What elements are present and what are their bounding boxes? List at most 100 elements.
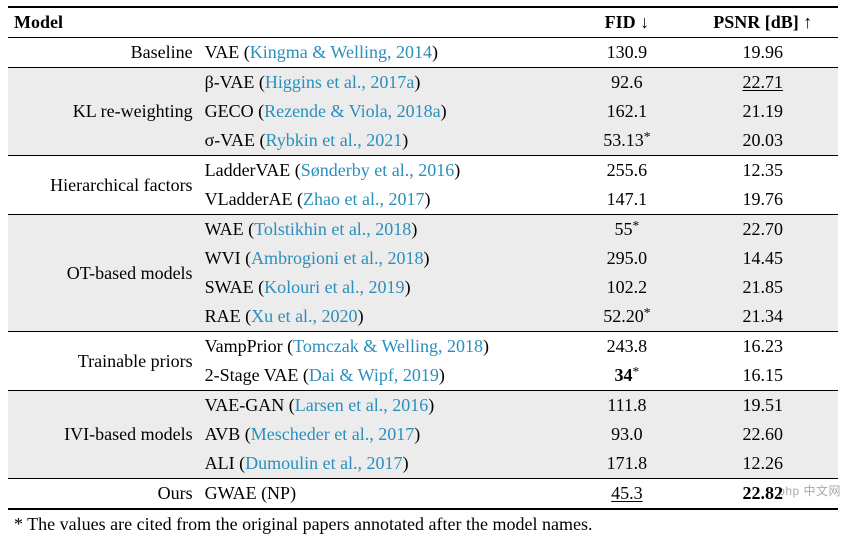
model-name-cell: GWAE (NP) xyxy=(199,479,567,510)
model-method-name: GECO xyxy=(205,101,254,121)
model-name-cell: AVB (Mescheder et al., 2017) xyxy=(199,420,567,449)
header-fid: FID ↓ xyxy=(566,7,687,38)
citation-link[interactable]: Larsen et al., 2016 xyxy=(295,395,428,415)
star-icon: * xyxy=(633,218,640,233)
citation-link[interactable]: Dumoulin et al., 2017 xyxy=(245,453,402,473)
model-method-name: WAE xyxy=(205,219,244,239)
psnr-value: 21.85 xyxy=(687,273,838,302)
group-label: Trainable priors xyxy=(8,332,199,391)
table-row: Trainable priorsVampPrior (Tomczak & Wel… xyxy=(8,332,838,362)
psnr-value: 22.60 xyxy=(687,420,838,449)
psnr-value: 21.34 xyxy=(687,302,838,332)
psnr-value: 22.71 xyxy=(687,68,838,98)
psnr-value: 22.70 xyxy=(687,215,838,245)
model-name-cell: VAE-GAN (Larsen et al., 2016) xyxy=(199,391,567,421)
model-name-cell: 2-Stage VAE (Dai & Wipf, 2019) xyxy=(199,361,567,391)
header-blank xyxy=(199,7,567,38)
fid-value: 130.9 xyxy=(566,38,687,68)
results-table: Model FID ↓ PSNR [dB] ↑ BaselineVAE (Kin… xyxy=(8,6,838,510)
citation-link[interactable]: Rybkin et al., 2021 xyxy=(265,130,402,150)
table-body: BaselineVAE (Kingma & Welling, 2014)130.… xyxy=(8,38,838,510)
group-label: OT-based models xyxy=(8,215,199,332)
fid-value: 111.8 xyxy=(566,391,687,421)
fid-value: 93.0 xyxy=(566,420,687,449)
model-name-cell: VAE (Kingma & Welling, 2014) xyxy=(199,38,567,68)
group-label: Baseline xyxy=(8,38,199,68)
citation-link[interactable]: Ambrogioni et al., 2018 xyxy=(251,248,423,268)
model-method-name: LadderVAE xyxy=(205,160,291,180)
psnr-value: 19.76 xyxy=(687,185,838,215)
model-name-cell: LadderVAE (Sønderby et al., 2016) xyxy=(199,156,567,186)
psnr-value: 14.45 xyxy=(687,244,838,273)
model-name-cell: β-VAE (Higgins et al., 2017a) xyxy=(199,68,567,98)
citation-link[interactable]: Dai & Wipf, 2019 xyxy=(309,365,439,385)
fid-value: 147.1 xyxy=(566,185,687,215)
citation-link[interactable]: Kingma & Welling, 2014 xyxy=(250,42,432,62)
star-icon: * xyxy=(633,364,640,379)
fid-value: 102.2 xyxy=(566,273,687,302)
citation-link[interactable]: Tomczak & Welling, 2018 xyxy=(293,336,483,356)
table-row: KL re-weightingβ-VAE (Higgins et al., 20… xyxy=(8,68,838,98)
psnr-value: 20.03 xyxy=(687,126,838,156)
table-row: IVI-based modelsVAE-GAN (Larsen et al., … xyxy=(8,391,838,421)
psnr-value: 19.96 xyxy=(687,38,838,68)
model-method-name: VAE xyxy=(205,42,240,62)
table-footnote: * The values are cited from the original… xyxy=(14,514,837,535)
fid-value: 171.8 xyxy=(566,449,687,479)
model-name-cell: VampPrior (Tomczak & Welling, 2018) xyxy=(199,332,567,362)
model-method-name: AVB xyxy=(205,424,241,444)
model-method-name: σ-VAE xyxy=(205,130,255,150)
citation-link[interactable]: Sønderby et al., 2016 xyxy=(301,160,454,180)
psnr-value: 16.23 xyxy=(687,332,838,362)
fid-value: 55* xyxy=(566,215,687,245)
model-method-name: β-VAE xyxy=(205,72,255,92)
table-row: Hierarchical factorsLadderVAE (Sønderby … xyxy=(8,156,838,186)
model-name-cell: SWAE (Kolouri et al., 2019) xyxy=(199,273,567,302)
psnr-value: 16.15 xyxy=(687,361,838,391)
model-method-name: GWAE (NP) xyxy=(205,483,297,503)
model-method-name: SWAE xyxy=(205,277,254,297)
model-method-name: VampPrior xyxy=(205,336,283,356)
psnr-value: 12.35 xyxy=(687,156,838,186)
model-name-cell: GECO (Rezende & Viola, 2018a) xyxy=(199,97,567,126)
group-label: IVI-based models xyxy=(8,391,199,479)
header-model: Model xyxy=(8,7,199,38)
fid-value: 162.1 xyxy=(566,97,687,126)
table-row: BaselineVAE (Kingma & Welling, 2014)130.… xyxy=(8,38,838,68)
header-psnr: PSNR [dB] ↑ xyxy=(687,7,838,38)
psnr-value: 12.26 xyxy=(687,449,838,479)
fid-value: 243.8 xyxy=(566,332,687,362)
citation-link[interactable]: Rezende & Viola, 2018a xyxy=(264,101,441,121)
psnr-value: 19.51 xyxy=(687,391,838,421)
model-method-name: 2-Stage VAE xyxy=(205,365,299,385)
citation-link[interactable]: Kolouri et al., 2019 xyxy=(264,277,404,297)
fid-value: 53.13* xyxy=(566,126,687,156)
star-icon: * xyxy=(644,129,651,144)
watermark-text: php 中文网 xyxy=(778,482,841,499)
fid-value: 295.0 xyxy=(566,244,687,273)
fid-value: 92.6 xyxy=(566,68,687,98)
model-name-cell: σ-VAE (Rybkin et al., 2021) xyxy=(199,126,567,156)
citation-link[interactable]: Xu et al., 2020 xyxy=(251,306,357,326)
fid-value: 52.20* xyxy=(566,302,687,332)
psnr-value: 21.19 xyxy=(687,97,838,126)
table-row: OT-based modelsWAE (Tolstikhin et al., 2… xyxy=(8,215,838,245)
table-row: OursGWAE (NP)45.322.82 xyxy=(8,479,838,510)
fid-value: 45.3 xyxy=(566,479,687,510)
model-name-cell: WAE (Tolstikhin et al., 2018) xyxy=(199,215,567,245)
group-label: KL re-weighting xyxy=(8,68,199,156)
citation-link[interactable]: Zhao et al., 2017 xyxy=(303,189,424,209)
citation-link[interactable]: Higgins et al., 2017a xyxy=(265,72,414,92)
model-method-name: RAE xyxy=(205,306,241,326)
model-name-cell: WVI (Ambrogioni et al., 2018) xyxy=(199,244,567,273)
citation-link[interactable]: Tolstikhin et al., 2018 xyxy=(254,219,411,239)
group-label: Ours xyxy=(8,479,199,510)
model-method-name: VLadderAE xyxy=(205,189,293,209)
citation-link[interactable]: Mescheder et al., 2017 xyxy=(251,424,414,444)
model-name-cell: RAE (Xu et al., 2020) xyxy=(199,302,567,332)
star-icon: * xyxy=(644,305,651,320)
model-method-name: VAE-GAN xyxy=(205,395,285,415)
model-name-cell: VLadderAE (Zhao et al., 2017) xyxy=(199,185,567,215)
fid-value: 255.6 xyxy=(566,156,687,186)
group-label: Hierarchical factors xyxy=(8,156,199,215)
